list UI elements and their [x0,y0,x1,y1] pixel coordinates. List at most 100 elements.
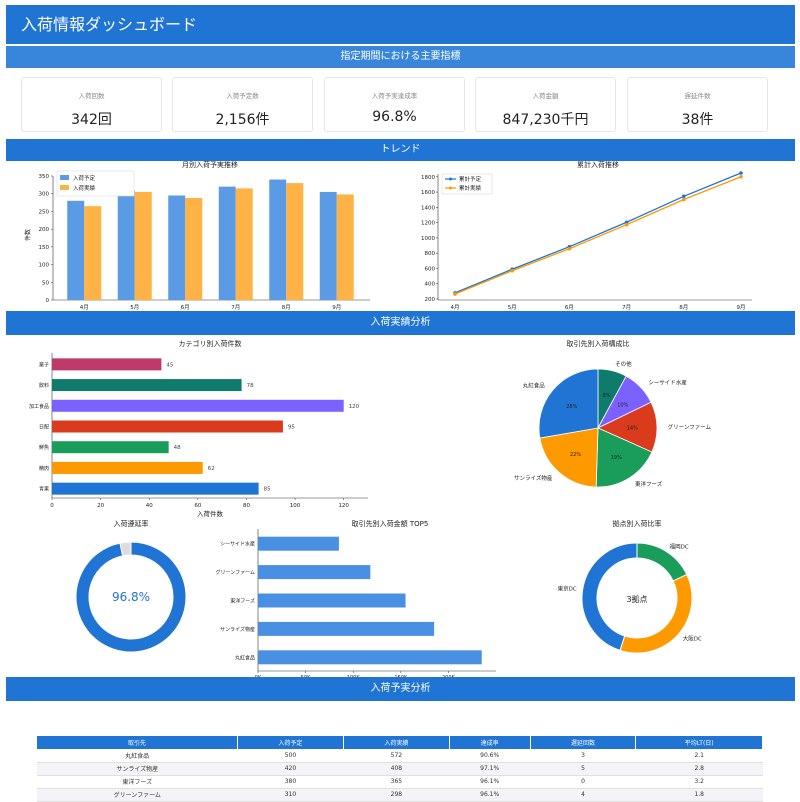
y-tick-label: 600 [425,266,436,272]
y-tick-label: 1200 [421,221,435,227]
bar [258,621,435,636]
y-tick-label: 50 [42,280,49,286]
donut-segment [619,573,693,654]
data-label: 95 [288,425,295,431]
kpi-value: 96.8% [372,109,417,125]
pie-slice [539,427,599,488]
supplier-share-pie: 取引先別入荷構成比 8% その他 10% シーサイド水産 14% グリーンファーム 19% 東… [514,339,712,488]
y-tick-label: 200 [425,297,436,303]
y-tick-label: 東洋フーズ [230,598,255,605]
y-tick-label: 加工食品 [29,403,49,410]
column-header: 達成率 [449,736,531,749]
y-tick-label: 精肉 [39,465,49,472]
table-cell: 5 [530,762,636,776]
table-cell: 310 [237,788,344,802]
table-header-row: 取引先 入荷予定 入荷実績 達成率 遅延回数 平均LT(日) [37,736,763,749]
x-tick-label: 9月 [737,304,746,311]
y-tick-label: シーサイド水産 [220,541,255,548]
bar-planned [269,179,287,300]
slice-percent-label: 14% [627,425,638,431]
y-tick-label: 150 [39,245,50,251]
bar [52,420,283,433]
y-tick-label: 250 [39,209,50,215]
table-cell: 500 [237,749,344,763]
x-tick-label: 8月 [282,304,291,311]
bar-actual [134,191,152,300]
bar [52,441,169,454]
x-tick-label: 20 [97,503,104,509]
slice-percent-label: 28% [566,404,577,410]
y-tick-label: 青果 [39,486,49,493]
chart-title: カテゴリ別入荷件数 [179,339,242,348]
bar [52,358,162,371]
column-header: 平均LT(日) [635,736,763,749]
bar [52,399,344,412]
kpi-card-achievement-rate: 入荷予実達成率 96.8% [324,77,465,132]
legend: 累計予定 累計実績 [441,173,493,195]
kpi-value: 342回 [71,112,112,128]
y-tick-label: 1400 [421,205,435,211]
table-row: 丸紅食品 500 572 90.6% 3 2.1 [37,749,763,763]
slice-percent-label: 22% [570,452,581,458]
y-tick-label: 800 [425,251,436,257]
kpi-label: 入荷予定数 [226,92,259,100]
bar [258,650,482,665]
bar [52,482,259,495]
legend-label-planned: 入荷予定 [73,174,96,182]
column-header: 遅延回数 [530,736,637,749]
legend-marker-actual [449,186,452,190]
table-cell: 96.1% [449,788,531,802]
cumulative-arrival-chart: 累計入荷推移 200 400 600 800 1000 1200 1400 1600 1800 4… [421,160,752,311]
table-cell: 3 [530,749,636,763]
y-tick-label: 100 [39,263,50,269]
bar-planned [67,200,85,300]
chart-title: 取引先別入荷金額 TOP5 [352,519,429,528]
y-tick-label: 350 [39,174,50,180]
table-cell: 0 [530,775,636,789]
section-band-trend: トレンド [6,139,795,161]
supplier-plan-actual-table: 取引先 入荷予定 入荷実績 達成率 遅延回数 平均LT(日) 丸紅食品 500 … [37,736,763,802]
donut-segment [119,541,132,557]
slice-label: サンライズ物産 [514,474,553,482]
segment-label: 大阪DC [683,634,702,642]
data-label: 85 [264,487,271,493]
y-tick-label: 鮮魚 [39,444,49,451]
table-cell: 3.2 [635,775,763,789]
bar [258,536,339,551]
bar [258,593,406,608]
bar-actual [84,206,102,300]
monthly-arrival-chart: 月別入荷予実推移 件数 0 50 100 150 200 250 300 350 4月 5月 6月 7… [24,160,370,311]
y-tick-label: 1600 [421,190,435,196]
y-tick-label: 1800 [421,175,435,181]
legend-label-actual: 累計実績 [459,184,482,192]
y-tick-label: 菓子 [39,361,49,368]
site-ratio-donut: 拠点別入荷比率 福岡DC 大阪DC 東京DC 3拠点 [558,519,702,654]
table-cell: 97.1% [449,762,531,776]
y-axis-label: 件数 [24,229,32,241]
table-cell: 東洋フーズ [37,775,238,789]
table-row: 東洋フーズ 380 365 96.1% 0 3.2 [37,775,763,789]
data-point [682,194,686,199]
donut-center-label: 3拠点 [626,594,647,604]
series-line-planned [454,172,742,294]
slice-label: シーサイド水産 [648,378,687,386]
bar-planned [168,195,186,300]
data-point [510,268,514,273]
data-label: 78 [247,383,254,389]
table-row: サンライズ物産 420 408 97.1% 5 2.8 [37,762,763,776]
donut-center-label: 96.8% [112,590,150,604]
table-cell: 2.1 [635,749,763,763]
x-tick-label: 60 [194,503,201,509]
bar [52,379,242,392]
slice-percent-label: 8% [602,393,610,399]
y-tick-label: 日配 [39,425,49,431]
y-tick-label: 400 [425,282,436,288]
legend-label-actual: 入荷実績 [73,184,96,192]
table-cell: 408 [343,762,450,776]
table-cell: 365 [343,775,450,789]
series-line-actual [454,176,742,295]
legend-marker-planned [449,177,452,181]
table-cell: 1.8 [635,788,763,802]
kpi-value: 2,156件 [215,112,270,128]
bar-planned [117,190,135,300]
